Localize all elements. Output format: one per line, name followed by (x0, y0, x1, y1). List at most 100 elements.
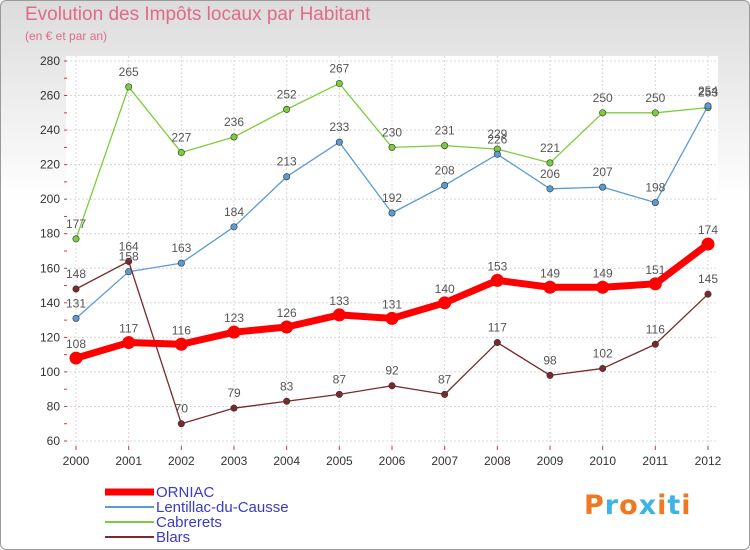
y-tick-label: 100 (40, 365, 60, 379)
data-label: 123 (224, 311, 244, 325)
data-label: 208 (435, 163, 455, 177)
data-label: 227 (171, 131, 191, 145)
y-tick-label: 280 (40, 54, 60, 68)
x-tick-label: 2009 (537, 454, 564, 468)
data-label: 116 (646, 322, 665, 336)
data-point (599, 109, 607, 117)
logo-letter: i (681, 490, 692, 521)
x-tick-label: 2000 (63, 454, 90, 468)
logo-letter: i (657, 490, 668, 521)
x-tick-label: 2004 (273, 454, 300, 468)
data-label: 158 (119, 250, 139, 264)
y-tick-label: 260 (40, 89, 60, 103)
data-label: 198 (645, 181, 665, 195)
data-label: 253 (698, 86, 718, 100)
y-tick-label: 240 (40, 123, 60, 137)
data-label: 79 (227, 386, 241, 400)
x-tick-label: 2010 (589, 454, 616, 468)
data-label: 236 (224, 115, 244, 129)
y-tick-label: 80 (47, 399, 61, 413)
data-label: 254 (698, 84, 718, 98)
legend-label: Cabrerets (156, 514, 222, 531)
proxiti-logo: Proxiti (584, 490, 692, 521)
data-label: 229 (487, 127, 507, 141)
data-label: 117 (488, 321, 507, 335)
data-point (227, 325, 241, 339)
y-tick-label: 180 (40, 227, 60, 241)
data-point (704, 102, 712, 110)
data-label: 252 (277, 87, 297, 101)
x-tick-label: 2003 (221, 454, 248, 468)
logo-letter: P (584, 490, 605, 521)
legend-label: Lentillac-du-Causse (156, 499, 289, 516)
data-point (441, 181, 449, 189)
data-point (441, 390, 449, 398)
data-label: 206 (540, 167, 560, 181)
x-tick-label: 2007 (431, 454, 458, 468)
data-point (648, 277, 662, 291)
data-label: 117 (119, 322, 138, 336)
data-label: 108 (66, 337, 86, 351)
data-point (438, 296, 452, 310)
data-point (599, 183, 607, 191)
data-point (335, 390, 343, 398)
x-tick-label: 2008 (484, 454, 511, 468)
x-tick-label: 2002 (168, 454, 195, 468)
data-label: 231 (435, 124, 455, 138)
chart-title: Evolution des Impôts locaux par Habitant (25, 4, 371, 25)
data-point (441, 142, 449, 150)
data-label: 140 (435, 282, 455, 296)
data-point (122, 336, 136, 350)
data-point (177, 259, 185, 267)
y-tick-label: 160 (40, 261, 60, 275)
data-label: 250 (645, 91, 665, 105)
data-point (599, 364, 607, 372)
data-point (335, 79, 343, 87)
data-point (125, 257, 133, 265)
data-label: 149 (540, 266, 560, 280)
data-point (651, 199, 659, 207)
data-point (651, 340, 659, 348)
y-tick-label: 60 (47, 434, 61, 448)
data-point (596, 280, 610, 294)
data-label: 116 (172, 323, 191, 337)
data-label: 207 (593, 165, 613, 179)
data-point (701, 237, 715, 251)
data-label: 221 (540, 141, 560, 155)
data-label: 149 (593, 266, 613, 280)
x-tick-label: 2012 (695, 454, 722, 468)
data-point (490, 273, 504, 287)
data-label: 267 (329, 61, 349, 75)
data-point (283, 397, 291, 405)
data-point (230, 223, 238, 231)
data-label: 102 (593, 346, 613, 360)
data-point (125, 83, 133, 91)
data-point (493, 150, 501, 158)
data-label: 151 (645, 263, 665, 277)
x-tick-label: 2006 (379, 454, 406, 468)
data-point (388, 209, 396, 217)
y-tick-label: 120 (40, 330, 60, 344)
data-label: 174 (698, 223, 718, 237)
data-point (385, 311, 399, 325)
data-label: 163 (171, 241, 191, 255)
data-label: 145 (698, 272, 718, 286)
logo-letter: r (604, 490, 620, 521)
data-point (177, 149, 185, 157)
data-point (230, 404, 238, 412)
data-label: 133 (329, 294, 349, 308)
data-point (72, 314, 80, 322)
data-label: 126 (277, 306, 297, 320)
x-tick-label: 2011 (642, 454, 668, 468)
data-point (283, 105, 291, 113)
data-point (283, 173, 291, 181)
data-point (546, 159, 554, 167)
data-point (546, 371, 554, 379)
data-label: 83 (280, 379, 294, 393)
legend-label: Blars (156, 529, 190, 546)
data-label: 226 (487, 132, 507, 146)
data-label: 177 (66, 217, 86, 231)
data-label: 164 (119, 239, 139, 253)
